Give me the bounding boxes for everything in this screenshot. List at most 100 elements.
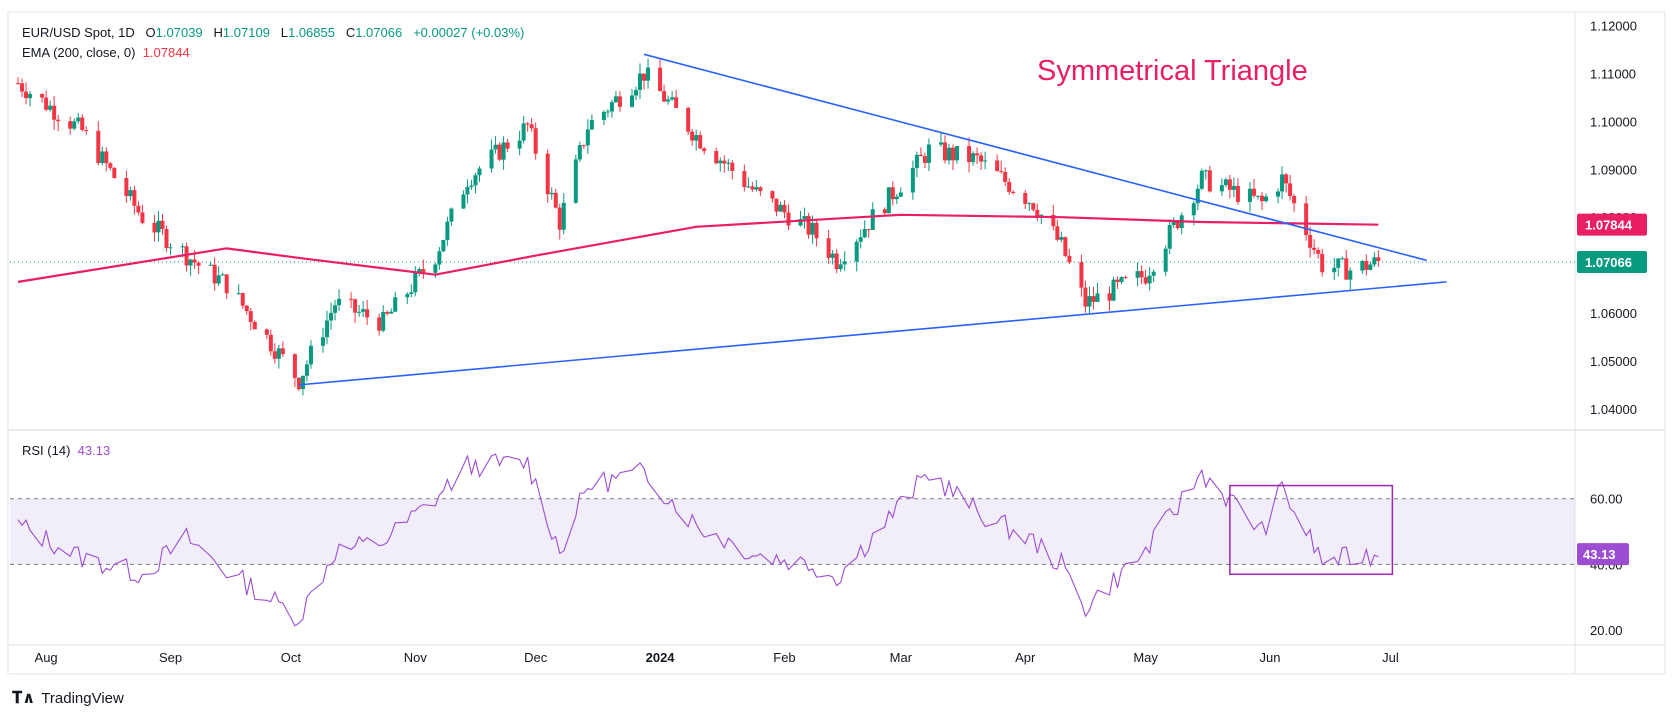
candle xyxy=(321,327,325,353)
candle xyxy=(778,201,783,212)
candle xyxy=(1364,254,1369,276)
candle xyxy=(1143,269,1148,286)
tradingview-logo-icon: 𝐓∧ xyxy=(12,690,36,707)
candle-body xyxy=(926,144,931,163)
candle-body xyxy=(1023,192,1028,204)
candle xyxy=(922,152,927,169)
candle xyxy=(1023,190,1028,209)
candle-body xyxy=(638,73,643,90)
candle xyxy=(188,258,193,276)
candle-body xyxy=(662,91,667,102)
candle xyxy=(694,129,699,151)
candle xyxy=(947,144,951,165)
candle xyxy=(666,95,671,105)
candle xyxy=(1308,226,1313,258)
candle xyxy=(112,166,117,179)
candle-body xyxy=(168,247,173,249)
ema-200-line xyxy=(17,213,1379,283)
candle xyxy=(1091,286,1096,310)
candle xyxy=(533,122,538,160)
candle-body xyxy=(910,167,915,193)
candle xyxy=(349,292,354,309)
candle-body xyxy=(549,192,554,195)
candle-body xyxy=(264,329,269,335)
price-legend: EUR/USD Spot, 1D O1.07039 H1.07109 L1.06… xyxy=(22,25,524,40)
candle xyxy=(634,86,638,101)
candle-body xyxy=(1264,196,1269,202)
candle-body xyxy=(722,160,727,164)
candle-body xyxy=(224,274,229,294)
candle xyxy=(1167,219,1172,255)
candle-body xyxy=(112,167,117,179)
candle-body xyxy=(914,154,919,168)
candle xyxy=(44,90,49,112)
candle-body xyxy=(417,269,422,273)
candle-body xyxy=(461,194,466,209)
candle xyxy=(208,261,213,267)
candle xyxy=(798,210,803,227)
close-value: 1.07066 xyxy=(355,25,403,40)
candle-body xyxy=(774,198,779,212)
candle xyxy=(1035,203,1040,222)
candle-body xyxy=(971,153,976,163)
candle-body xyxy=(353,299,358,313)
candle xyxy=(983,151,988,170)
candle-body xyxy=(220,274,225,276)
candle-body xyxy=(1292,196,1297,204)
candle-body xyxy=(1107,293,1112,301)
candle xyxy=(1147,267,1152,291)
candle-body xyxy=(782,204,787,213)
ema-value: 1.07844 xyxy=(142,45,190,60)
candle-body xyxy=(80,117,85,130)
candle-body xyxy=(276,348,281,359)
candle xyxy=(670,91,675,101)
candle-body xyxy=(308,345,313,365)
candle xyxy=(742,164,747,192)
candle-body xyxy=(983,160,988,162)
candle xyxy=(918,147,923,157)
candle xyxy=(449,207,454,226)
high-value: 1.07109 xyxy=(222,25,270,40)
candle-body xyxy=(96,130,101,164)
candle-body xyxy=(742,171,747,188)
candle xyxy=(1079,254,1084,297)
candle xyxy=(914,151,919,178)
candle xyxy=(1280,166,1285,200)
candle xyxy=(437,247,442,270)
candle xyxy=(854,239,859,272)
trendline-lower xyxy=(298,281,1447,386)
candle xyxy=(72,118,77,131)
candle xyxy=(421,259,426,279)
candle xyxy=(473,172,478,194)
candle xyxy=(1007,178,1012,195)
candle xyxy=(268,329,273,356)
candle-body xyxy=(1308,235,1313,248)
candle xyxy=(714,147,719,165)
open-value: 1.07039 xyxy=(155,25,203,40)
candle-body xyxy=(321,337,325,346)
candle xyxy=(108,161,113,171)
candle-body xyxy=(304,364,309,376)
close-label: C xyxy=(345,25,356,40)
candle-body xyxy=(758,187,763,192)
trendline-upper xyxy=(643,53,1427,262)
candle-body xyxy=(280,348,285,355)
candle xyxy=(236,284,241,295)
candle-body xyxy=(1251,188,1256,196)
candle-body xyxy=(505,142,510,149)
candle xyxy=(951,144,956,171)
candle-body xyxy=(918,154,923,157)
candle-body xyxy=(786,212,791,226)
candle-body xyxy=(1055,226,1060,240)
candle-body xyxy=(854,241,859,262)
brand-name: TradingView xyxy=(41,689,124,707)
candle xyxy=(1260,192,1264,211)
ema-legend: EMA (200, close, 0) 1.07844 xyxy=(22,45,190,60)
time-tick-label: Jun xyxy=(1260,650,1281,665)
candle-body xyxy=(469,185,474,187)
time-tick-label: 2024 xyxy=(646,650,676,665)
candle xyxy=(577,141,582,163)
candle-body xyxy=(1035,209,1040,218)
candle xyxy=(770,190,775,203)
